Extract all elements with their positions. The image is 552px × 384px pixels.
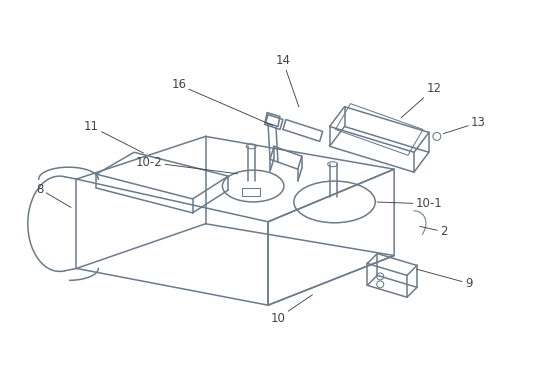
Text: 13: 13	[443, 116, 486, 134]
Text: 2: 2	[420, 225, 448, 238]
Text: 16: 16	[171, 78, 273, 125]
Text: 11: 11	[84, 120, 144, 153]
Text: 10: 10	[270, 295, 312, 324]
Text: 9: 9	[417, 269, 473, 290]
Text: 10-1: 10-1	[377, 197, 442, 210]
Text: 10-2: 10-2	[136, 156, 237, 174]
Text: 14: 14	[275, 55, 299, 107]
Text: 12: 12	[401, 82, 442, 118]
Text: 8: 8	[36, 182, 71, 207]
